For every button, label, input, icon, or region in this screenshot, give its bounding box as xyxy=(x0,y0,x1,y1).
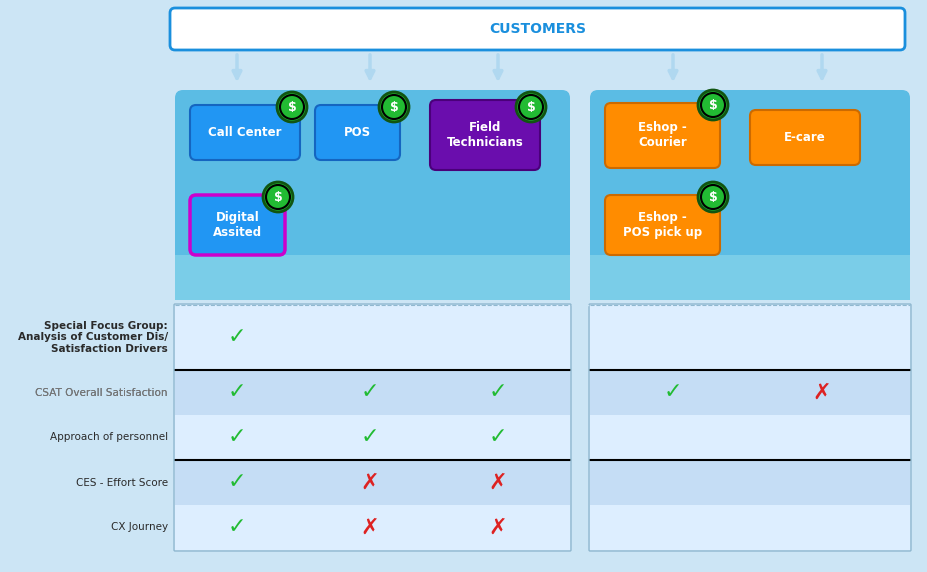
Text: Eshop -
POS pick up: Eshop - POS pick up xyxy=(622,211,702,239)
Bar xyxy=(590,460,909,505)
Bar xyxy=(175,370,569,415)
Bar xyxy=(175,505,569,550)
Text: ✓: ✓ xyxy=(227,427,246,447)
FancyBboxPatch shape xyxy=(190,195,285,255)
Circle shape xyxy=(518,95,542,119)
Text: POS: POS xyxy=(344,126,371,139)
Bar xyxy=(590,415,909,460)
Circle shape xyxy=(700,185,724,209)
Text: ✓: ✓ xyxy=(227,518,246,538)
FancyBboxPatch shape xyxy=(170,8,904,50)
Text: CES - Effort Score: CES - Effort Score xyxy=(76,478,168,487)
FancyBboxPatch shape xyxy=(175,90,569,300)
Text: ✗: ✗ xyxy=(361,472,379,492)
Text: Call Center: Call Center xyxy=(208,126,282,139)
Text: CSAT Overall Satisfaction: CSAT Overall Satisfaction xyxy=(35,387,168,398)
Circle shape xyxy=(378,92,409,122)
Circle shape xyxy=(280,95,304,119)
Text: ✓: ✓ xyxy=(489,383,507,403)
Text: ✓: ✓ xyxy=(361,383,379,403)
Circle shape xyxy=(266,185,290,209)
Text: $: $ xyxy=(389,101,398,113)
Text: Digital
Assited: Digital Assited xyxy=(212,211,261,239)
FancyBboxPatch shape xyxy=(604,103,719,168)
Bar xyxy=(590,370,909,415)
Text: Special Focus Group:
Analysis of Customer Dis/
Satisfaction Drivers: Special Focus Group: Analysis of Custome… xyxy=(18,321,168,354)
Text: $: $ xyxy=(526,101,535,113)
Text: ✓: ✓ xyxy=(227,472,246,492)
Text: $: $ xyxy=(287,101,296,113)
Text: $: $ xyxy=(273,190,282,204)
Circle shape xyxy=(700,93,724,117)
Text: ✓: ✓ xyxy=(489,427,507,447)
Text: ✓: ✓ xyxy=(227,383,246,403)
Bar xyxy=(590,255,909,300)
Text: ✗: ✗ xyxy=(489,472,507,492)
Text: CSAT Overall Satisfaction: CSAT Overall Satisfaction xyxy=(35,387,168,398)
Text: CUSTOMERS: CUSTOMERS xyxy=(489,22,585,36)
Circle shape xyxy=(697,90,727,120)
Text: ✓: ✓ xyxy=(663,383,681,403)
FancyBboxPatch shape xyxy=(749,110,859,165)
Text: E-care: E-care xyxy=(783,131,825,144)
Text: ✓: ✓ xyxy=(227,328,246,348)
Bar xyxy=(175,460,569,505)
Text: Eshop -
Courier: Eshop - Courier xyxy=(638,121,686,149)
Text: ✗: ✗ xyxy=(812,383,831,403)
Bar xyxy=(175,415,569,460)
Text: $: $ xyxy=(708,190,717,204)
Text: CX Journey: CX Journey xyxy=(110,522,168,533)
Text: Field
Technicians: Field Technicians xyxy=(446,121,523,149)
Text: ✓: ✓ xyxy=(361,427,379,447)
Text: Approach of personnel: Approach of personnel xyxy=(50,432,168,443)
FancyBboxPatch shape xyxy=(190,105,299,160)
Text: ✗: ✗ xyxy=(489,518,507,538)
FancyBboxPatch shape xyxy=(604,195,719,255)
FancyBboxPatch shape xyxy=(429,100,540,170)
FancyBboxPatch shape xyxy=(314,105,400,160)
Text: $: $ xyxy=(708,98,717,112)
Bar xyxy=(590,305,909,370)
Circle shape xyxy=(276,92,307,122)
FancyBboxPatch shape xyxy=(590,90,909,300)
Circle shape xyxy=(262,182,293,212)
Circle shape xyxy=(382,95,406,119)
Text: ✗: ✗ xyxy=(361,518,379,538)
Bar xyxy=(175,255,569,300)
Bar xyxy=(175,305,569,370)
Circle shape xyxy=(697,182,727,212)
Circle shape xyxy=(515,92,545,122)
Bar xyxy=(590,505,909,550)
